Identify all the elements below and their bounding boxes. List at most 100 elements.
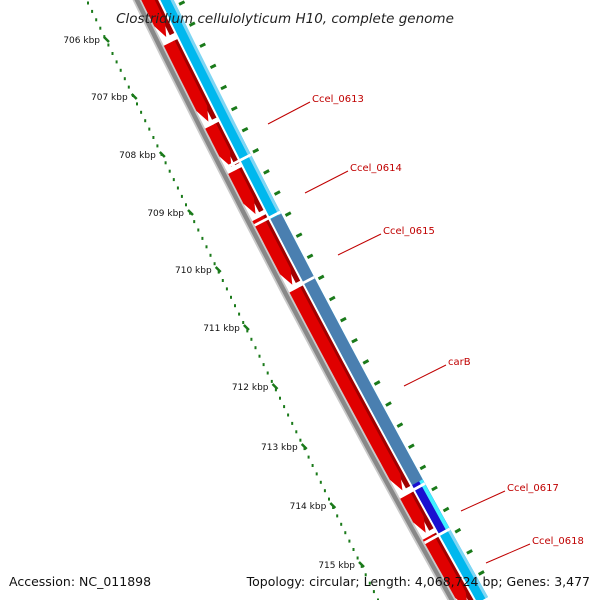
ruler-dot (168, 169, 171, 173)
ruler-dot (87, 1, 89, 5)
cds-highlight-cyan (419, 479, 450, 530)
ruler-dot (344, 531, 347, 535)
ruler-major-tick (300, 443, 308, 450)
outer-tick-mark (306, 253, 314, 260)
outer-tick-mark (431, 485, 438, 492)
ruler-major-tick (103, 36, 110, 43)
ruler-dot (311, 464, 314, 467)
ruler-major-tick (329, 502, 337, 509)
ruler-dot (180, 194, 183, 198)
cds-arrow (163, 40, 209, 122)
ruler-major-tick (158, 151, 166, 158)
genome-summary-text: Topology: circular; Length: 4,068,724 bp… (246, 574, 590, 589)
ruler-dot (323, 489, 326, 493)
ruler-dot (246, 329, 249, 333)
gene-label: Ccel_0615 (383, 226, 435, 237)
ruler-dot (123, 77, 126, 81)
outer-tick-mark (178, 0, 186, 6)
ruler-dot (368, 581, 371, 585)
ruler-dot (258, 354, 261, 358)
cds-arrow (289, 286, 403, 491)
ruler-dot (156, 144, 159, 148)
ruler-dot (352, 548, 355, 551)
outer-tick-mark (328, 295, 336, 302)
ruler-dot (279, 396, 281, 400)
ruler-dot (99, 26, 102, 30)
outer-tick-mark (339, 316, 347, 323)
outer-tick-mark (252, 148, 260, 154)
ruler-major-tick (187, 209, 194, 216)
ruler-dot (254, 346, 257, 350)
gene-leader-line (485, 543, 531, 564)
ruler-major-tick (271, 383, 279, 390)
ruler-dot (172, 178, 175, 182)
ruler-dot (127, 85, 130, 89)
ruler-major-tick (130, 93, 138, 100)
ruler-major-tick (214, 266, 222, 273)
ruler-dot (238, 312, 241, 316)
cds-arrow (228, 168, 256, 215)
outer-tick-mark (263, 169, 270, 175)
map-title: Clostridium cellulolyticum H10, complete… (116, 11, 454, 27)
ruler-dot (119, 68, 122, 72)
outer-tick-mark (230, 105, 238, 112)
ruler-dot (262, 363, 265, 367)
outer-tick-mark (209, 63, 217, 70)
accession-text: Accession: NC_011898 (9, 574, 152, 589)
ruler-dot (111, 52, 114, 55)
cds-arrow (399, 491, 426, 533)
outer-tick-mark (295, 232, 303, 238)
gene-gap (423, 527, 451, 545)
cds-arrow-shadow (298, 285, 411, 489)
gene-label: Ccel_0614 (350, 163, 402, 174)
ruler-dot (303, 447, 306, 451)
ruler-tick-label: 715 kbp (318, 561, 355, 571)
ruler-dot (266, 371, 269, 375)
cds-arrow (422, 534, 467, 600)
cds-track-edge (170, 0, 488, 599)
ruler-tick-label: 709 kbp (147, 209, 184, 219)
outer-tick-mark (220, 84, 228, 91)
ruler-dot (234, 304, 236, 308)
gene-gap (224, 153, 252, 170)
ruler-dot (144, 119, 147, 123)
outer-tick-mark (466, 549, 473, 555)
ruler-dot (295, 430, 298, 434)
ruler-dot (193, 220, 196, 224)
outer-tick-mark (385, 401, 392, 407)
ruler-dot (209, 253, 212, 257)
ruler-dot (115, 60, 118, 64)
ruler-dot (377, 598, 379, 600)
gene-leader-line (337, 233, 382, 256)
outer-tick-mark (407, 443, 415, 450)
ruler-dot (242, 321, 245, 324)
outer-tick-mark (199, 42, 206, 48)
ruler-dot (230, 295, 232, 299)
backbone-line (134, 0, 455, 600)
gene-leader-line (460, 490, 506, 512)
outer-tick-mark (351, 337, 358, 344)
ruler-dot (148, 127, 151, 131)
ruler-dot (307, 455, 310, 459)
ruler-dot (364, 573, 367, 577)
outer-tick-mark (273, 190, 281, 196)
gene-leader-line (267, 101, 311, 125)
ruler-tick-label: 706 kbp (63, 36, 100, 46)
ruler-tick-label: 713 kbp (261, 443, 298, 453)
ruler-major-tick (243, 324, 250, 331)
ruler-tick-label: 711 kbp (203, 324, 240, 334)
ruler-dot (164, 161, 167, 165)
ruler-dot (356, 556, 359, 560)
ruler-dot (319, 480, 322, 484)
ruler-dot (250, 337, 253, 341)
cds-arrow-shadow (431, 532, 474, 600)
ruler-dot (140, 110, 143, 114)
outer-tick-mark (454, 527, 462, 534)
ruler-dot (201, 236, 204, 240)
ruler-dot (103, 35, 106, 39)
ruler-dot (299, 438, 302, 442)
ruler-dot (91, 9, 94, 13)
ruler-dot (274, 388, 277, 392)
gene-label: carB (448, 357, 471, 368)
